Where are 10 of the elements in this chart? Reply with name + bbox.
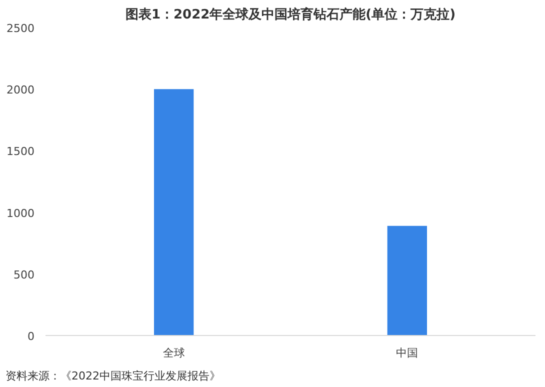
text: 资料来源：《2022中国珠宝行业发展报告》 [6,370,220,382]
y-tick-label: 1500 [6,145,35,158]
y-tick-label: 0 [28,330,34,343]
x-tick-label: 中国 [396,346,418,360]
y-tick-label: 2500 [6,22,35,35]
y-tick-label: 1000 [6,206,35,220]
y-tick-label: 500 [14,268,35,282]
x-tick-label: 全球 [162,346,185,360]
chart-title: 图表1：2022年全球及中国培育钻石产能(单位：万克拉) [125,6,456,22]
y-tick-label: 2000 [6,84,35,97]
